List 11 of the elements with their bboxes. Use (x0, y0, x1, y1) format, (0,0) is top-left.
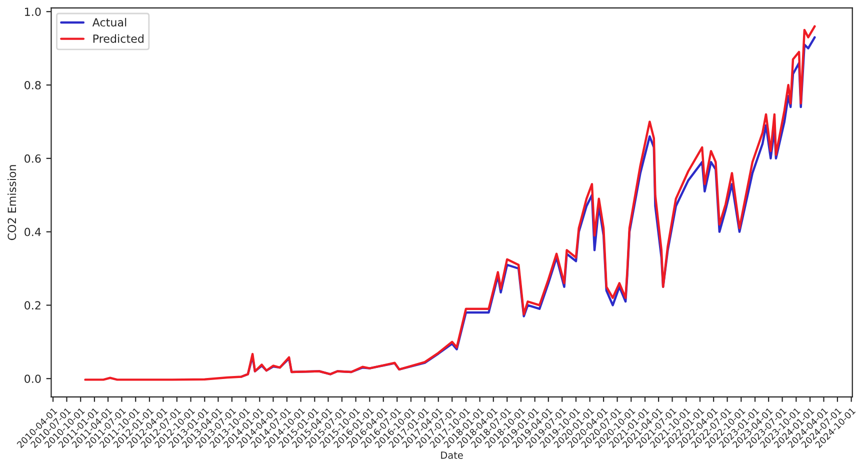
y-tick-label: 0.0 (24, 374, 41, 383)
legend-label: Predicted (93, 34, 144, 43)
y-axis-title: CO2 Emission (8, 165, 16, 240)
y-tick-label: 0.8 (24, 80, 41, 90)
y-tick-label: 0.6 (24, 154, 41, 163)
legend-label: Actual (92, 18, 126, 27)
y-tick-label: 1.0 (25, 8, 41, 16)
x-axis-title: Date (441, 452, 463, 459)
line-series (84, 25, 816, 381)
y-tick-label: 0.2 (24, 301, 40, 310)
y-tick-label: 0.4 (24, 228, 41, 236)
